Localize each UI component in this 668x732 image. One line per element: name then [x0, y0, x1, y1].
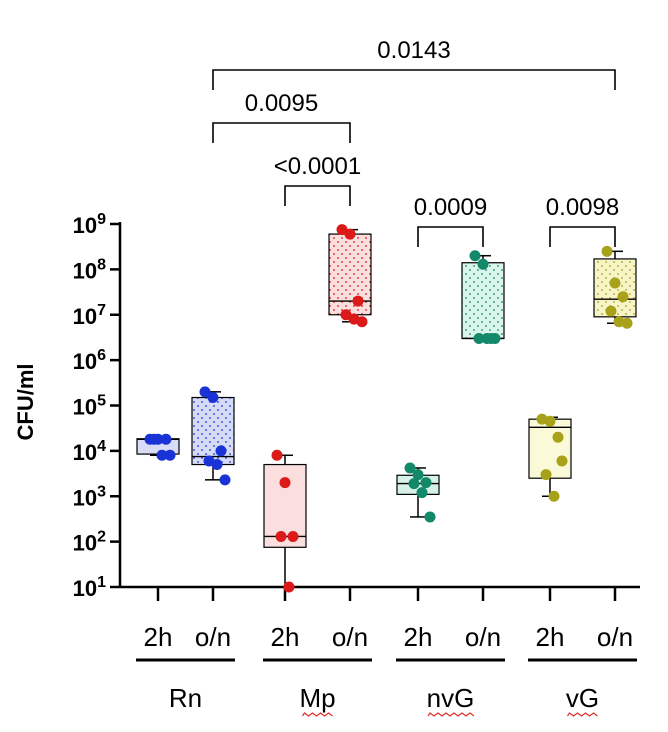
spellcheck-underline	[427, 712, 475, 717]
data-point	[412, 469, 424, 481]
x-tick-label: o/n	[597, 622, 633, 652]
significance-bracket: 0.0095	[212, 90, 351, 143]
significance-brackets: 0.0143 0.0095 <0.0001 0.0009 0.0098	[212, 37, 619, 247]
p-value-label: 0.0098	[546, 194, 619, 221]
data-point	[548, 490, 560, 502]
y-tick-label: 104	[73, 438, 106, 465]
y-tick-label: 106	[73, 347, 106, 374]
x-tick-label: 2h	[404, 622, 433, 652]
bracket-line	[417, 226, 484, 247]
group-label: nvG	[427, 683, 475, 713]
group-label: Rn	[169, 683, 202, 713]
data-point	[473, 332, 485, 344]
y-tick-label: 102	[73, 529, 106, 556]
x-tick-label: 2h	[271, 622, 300, 652]
boxes	[136, 228, 637, 588]
x-tick-label: 2h	[144, 622, 173, 652]
p-value-label: 0.0095	[245, 90, 318, 117]
p-value-label: 0.0009	[414, 194, 487, 221]
data-point	[404, 462, 416, 474]
data-point	[489, 332, 501, 344]
data-point	[275, 530, 287, 542]
data-point	[283, 581, 295, 593]
bracket-line	[549, 226, 616, 247]
x-tick-label: o/n	[332, 622, 368, 652]
box-nvg-on	[461, 254, 505, 340]
x-axis-labels: 2h o/n 2h o/n 2h o/n 2h o/n Rn Mp nvG vG	[136, 622, 637, 717]
data-point	[279, 477, 291, 489]
data-points	[144, 224, 633, 593]
data-point	[601, 245, 613, 257]
group-label: vG	[566, 683, 599, 713]
y-tick-label: 101	[73, 574, 106, 601]
data-point	[544, 415, 556, 427]
significance-bracket: 0.0143	[212, 37, 616, 90]
data-point	[556, 455, 568, 467]
x-tick-label: o/n	[195, 622, 231, 652]
data-point	[287, 530, 299, 542]
data-point	[420, 477, 432, 489]
data-point	[156, 449, 168, 461]
data-point	[617, 291, 629, 303]
data-point	[211, 459, 223, 471]
spellcheck-underline	[567, 712, 598, 717]
box-rect	[328, 233, 372, 316]
box-rect	[528, 418, 572, 479]
p-value-label: 0.0143	[377, 37, 450, 64]
box-mp-on	[328, 228, 372, 323]
data-point	[540, 469, 552, 481]
data-point	[605, 305, 617, 317]
p-value-label: <0.0001	[274, 153, 361, 180]
data-point	[356, 316, 368, 328]
box-rect	[461, 262, 505, 340]
data-point	[219, 474, 231, 486]
bracket-line	[284, 185, 351, 206]
y-tick-label: 105	[73, 393, 106, 420]
y-tick-label: 109	[73, 211, 106, 238]
data-point	[160, 433, 172, 445]
data-point	[344, 228, 356, 240]
box-rect	[191, 396, 235, 466]
data-point	[477, 258, 489, 270]
data-point	[207, 392, 219, 404]
data-point	[609, 277, 621, 289]
box-vg-2h	[528, 416, 572, 497]
bracket-line	[212, 122, 351, 143]
data-point	[481, 332, 493, 344]
axes: 101 102 103 104 105 106 107 108 109	[73, 211, 640, 601]
box-mp-2h	[263, 454, 307, 588]
spellcheck-underline	[302, 712, 333, 717]
data-point	[469, 250, 481, 262]
significance-bracket: <0.0001	[274, 153, 361, 206]
data-point	[336, 224, 348, 236]
y-axis-label: CFU/ml	[13, 364, 38, 441]
data-point	[340, 309, 352, 321]
data-point	[164, 449, 176, 461]
data-point	[271, 449, 283, 461]
y-tick-label: 107	[73, 302, 106, 329]
data-point	[621, 317, 633, 329]
data-point	[424, 511, 436, 523]
data-point	[199, 386, 211, 398]
data-point	[552, 431, 564, 443]
data-point	[215, 445, 227, 457]
group-label: Mp	[299, 683, 335, 713]
x-tick-label: o/n	[465, 622, 501, 652]
significance-bracket: 0.0009	[414, 194, 487, 247]
y-tick-label: 108	[73, 256, 106, 283]
data-point	[408, 478, 420, 490]
y-tick-label: 103	[73, 483, 106, 510]
x-tick-label: 2h	[536, 622, 565, 652]
significance-bracket: 0.0098	[546, 194, 619, 247]
bracket-line	[212, 69, 616, 90]
data-point	[352, 295, 364, 307]
data-point	[416, 487, 428, 499]
data-point	[148, 433, 160, 445]
